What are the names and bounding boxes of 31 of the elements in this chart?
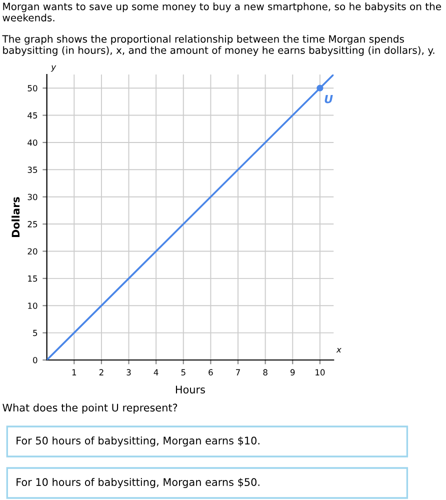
x-tick-label: 8 — [263, 369, 268, 376]
x-axis-title: Hours — [176, 386, 205, 394]
y-tick-label: 15 — [28, 276, 38, 282]
x-tick-label: 4 — [154, 369, 158, 376]
y-tick-label: 10 — [28, 302, 38, 309]
x-tick-label: 2 — [99, 369, 104, 376]
y-tick-label: 35 — [28, 166, 38, 173]
y-tick-label: 5 — [33, 330, 38, 336]
y-tick-label: 30 — [28, 194, 38, 200]
x-tick-label: 7 — [236, 369, 240, 376]
x-tick-label: 3 — [126, 369, 131, 376]
text: For 50 hours of babysitting, Morgan earns $10. — [16, 436, 260, 447]
text: Morgan wants to save up some money to buy a new smartphone, so he babysits on the weekends. — [2, 2, 442, 22]
y-tick-label: 0 — [33, 356, 38, 364]
y-tick-label: 20 — [28, 248, 38, 255]
y-tick-label: 25 — [28, 221, 38, 228]
x-tick-label: 5 — [181, 369, 186, 376]
text: y — [50, 65, 56, 72]
y-tick-label: 40 — [28, 139, 38, 146]
y-tick-label: 45 — [28, 112, 38, 119]
text: What does the point U represent? — [2, 404, 178, 414]
y-axis-title: Dollars — [12, 197, 20, 237]
x-tick-label: 10 — [316, 369, 325, 376]
text: x — [336, 348, 342, 353]
y-tick-label: 50 — [28, 85, 38, 92]
x-tick-label: 1 — [72, 369, 76, 376]
x-tick-label: 6 — [208, 369, 213, 376]
text: The graph shows the proportional relationship between the time Morgan spends babysitting (in hours), x, and the amount of money he earns babysitting (in dollars), y. — [2, 35, 434, 56]
series-label: U — [324, 94, 333, 104]
text: For 10 hours of babysitting, Morgan earns $50. — [16, 478, 260, 488]
x-tick-label: 9 — [290, 369, 295, 376]
